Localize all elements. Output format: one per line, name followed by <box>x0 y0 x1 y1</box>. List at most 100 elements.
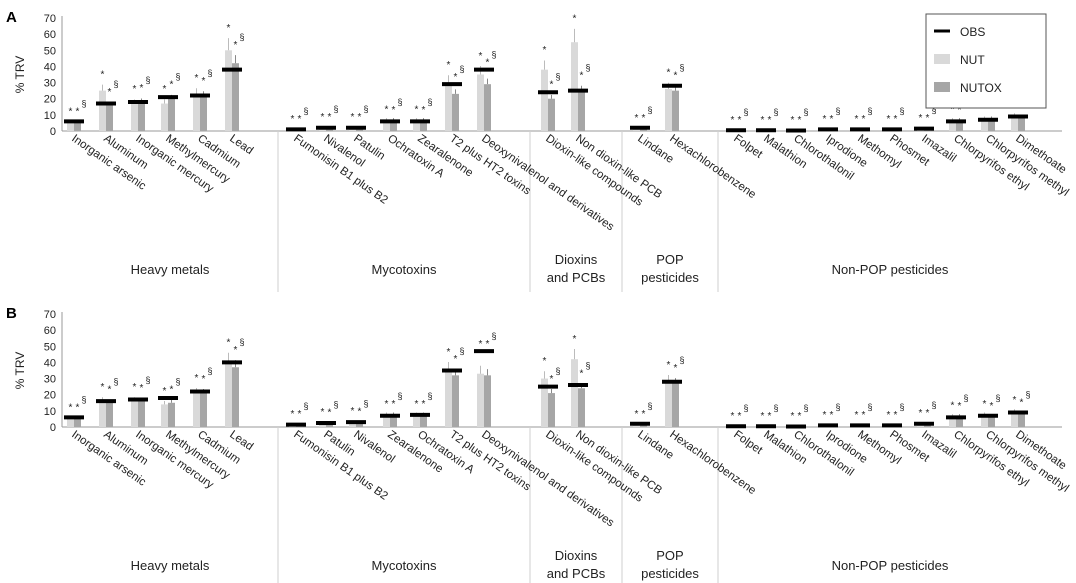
bar-nut <box>161 404 168 427</box>
y-tick-label: 70 <box>44 13 56 25</box>
y-tick-label: 50 <box>44 341 56 353</box>
sig-section-mark: § <box>207 366 212 376</box>
sig-section-mark: § <box>303 401 308 411</box>
sig-star-nutox: * <box>958 105 962 116</box>
sig-star-nutox: * <box>202 374 206 385</box>
sig-star-nut: * <box>667 360 671 371</box>
sig-star-nutox: * <box>642 409 646 420</box>
group-label: Heavy metals <box>131 558 210 573</box>
bar-nutox <box>420 415 427 427</box>
bar-nutox <box>640 424 647 427</box>
sig-star-nut: * <box>415 105 419 116</box>
bar-nut <box>161 103 168 131</box>
sig-section-mark: § <box>427 97 432 107</box>
sig-section-mark: § <box>585 360 590 370</box>
bar-nutox <box>484 375 491 427</box>
sig-star-nut: * <box>291 409 295 420</box>
sig-section-mark: § <box>773 107 778 117</box>
sig-star-nutox: * <box>798 411 802 422</box>
bar-nutox <box>232 367 239 427</box>
bar-nut <box>319 422 326 427</box>
sig-star-nutox: * <box>454 354 458 365</box>
bar-nut <box>571 42 578 131</box>
bar-nutox <box>106 105 113 131</box>
bar-nut <box>665 89 672 131</box>
sig-star-nut: * <box>667 68 671 79</box>
bar-nut <box>541 69 548 131</box>
sig-star-nutox: * <box>328 112 332 123</box>
sig-star-nut: * <box>133 84 137 95</box>
sig-section-mark: § <box>333 399 338 409</box>
bar-nut <box>131 103 138 131</box>
sig-star-nutox: * <box>140 83 144 94</box>
sig-section-mark: § <box>931 105 936 115</box>
sig-star-nutox: * <box>862 410 866 421</box>
sig-section-mark: § <box>175 72 180 82</box>
sig-star-nut: * <box>479 51 483 62</box>
y-tick-label: 20 <box>44 390 56 402</box>
sig-star-nut: * <box>291 114 295 125</box>
bar-nut <box>571 359 578 427</box>
sig-section-mark: § <box>145 75 150 85</box>
y-tick-label: 10 <box>44 110 56 122</box>
bar-nut <box>225 362 232 427</box>
bar-nut <box>633 128 640 131</box>
sig-star-nutox: * <box>926 408 930 419</box>
bar-nutox <box>548 393 555 427</box>
sig-star-nut: * <box>101 69 105 80</box>
bar-nutox <box>578 90 585 131</box>
sig-star-nutox: * <box>234 345 238 356</box>
sig-section-mark: § <box>491 50 496 60</box>
bar-nutox <box>988 417 995 427</box>
y-tick-label: 0 <box>50 422 56 434</box>
x-tick-label: Folpet <box>731 133 765 162</box>
sig-star-nutox: * <box>958 401 962 412</box>
sig-section-mark: § <box>363 104 368 114</box>
sig-star-nut: * <box>195 373 199 384</box>
bar-nutox <box>452 375 459 427</box>
sig-star-nut: * <box>195 73 199 84</box>
y-tick-label: 50 <box>44 45 56 57</box>
sig-star-nutox: * <box>202 76 206 87</box>
bar-nutox <box>956 121 963 131</box>
sig-section-mark: § <box>333 104 338 114</box>
sig-star-nut: * <box>479 339 483 350</box>
legend-label-nut: NUT <box>960 53 985 67</box>
sig-star-nutox: * <box>798 115 802 126</box>
sig-star-nut: * <box>823 410 827 421</box>
sig-star-nutox: * <box>234 40 238 51</box>
sig-star-nutox: * <box>674 363 678 374</box>
sig-section-mark: § <box>679 355 684 365</box>
bar-nutox <box>1018 414 1025 427</box>
bar-nut <box>1011 116 1018 131</box>
bar-nut <box>193 93 200 131</box>
sig-star-nut: * <box>69 402 73 413</box>
sig-section-mark: § <box>81 395 86 405</box>
sig-star-nut: * <box>227 338 231 349</box>
sig-star-nut: * <box>163 386 167 397</box>
sig-star-nut: * <box>227 23 231 34</box>
sig-star-nut: * <box>69 106 73 117</box>
sig-section-mark: § <box>743 107 748 117</box>
sig-section-mark: § <box>647 105 652 115</box>
sig-section-mark: § <box>867 402 872 412</box>
sig-star-nut: * <box>951 105 955 116</box>
bar-nut <box>99 90 106 131</box>
sig-section-mark: § <box>835 402 840 412</box>
sig-section-mark: § <box>555 366 560 376</box>
y-tick-label: 70 <box>44 309 56 321</box>
sig-section-mark: § <box>239 32 244 42</box>
bar-nut <box>665 381 672 427</box>
bar-nut <box>99 401 106 427</box>
group-label-line-1: POP <box>656 252 683 267</box>
group-label-line-2: pesticides <box>641 270 699 285</box>
group-label-line-2: and PCBs <box>547 270 606 285</box>
bar-nut <box>445 370 452 427</box>
sig-section-mark: § <box>113 79 118 89</box>
bar-nutox <box>106 402 113 427</box>
legend-label-nutox: NUTOX <box>960 81 1002 95</box>
sig-star-nutox: * <box>990 103 994 114</box>
bar-nut <box>67 122 74 131</box>
panel-label: A <box>6 9 17 26</box>
